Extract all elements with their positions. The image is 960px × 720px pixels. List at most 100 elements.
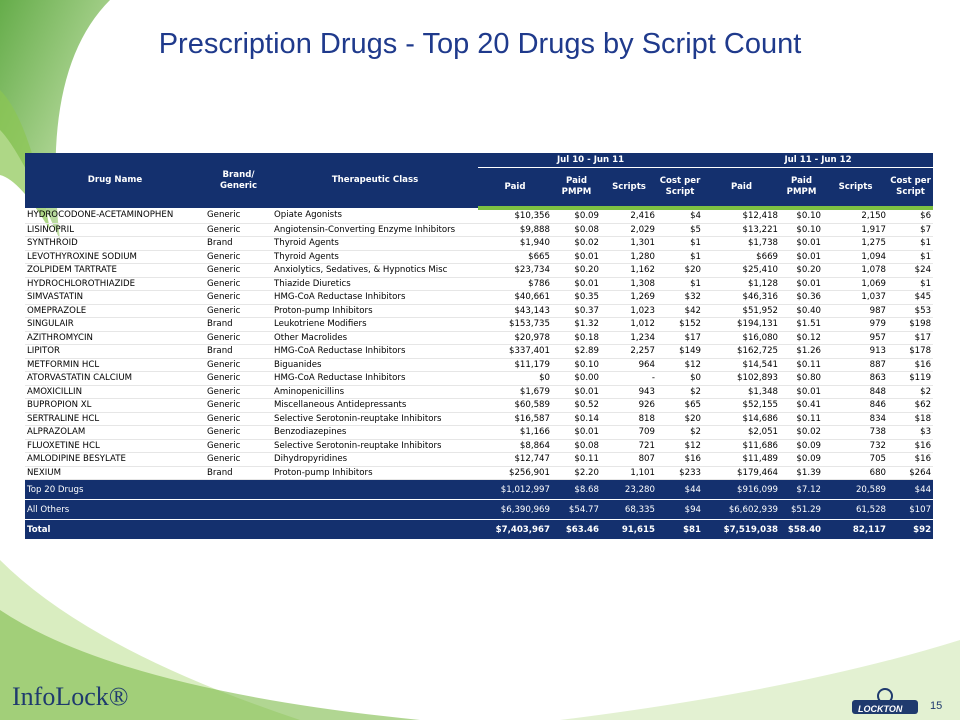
table-cell: $12: [657, 358, 704, 372]
table-body: HYDROCODONE-ACETAMINOPHEN Generic Opiate A…: [25, 208, 934, 540]
table-row: AMOXICILLIN Generic Aminopenicillins $1,679…: [25, 385, 934, 399]
table-cell: SERTRALINE HCL: [25, 412, 205, 426]
table-cell: $669: [703, 250, 781, 264]
partner-logo: LOCKTON: [858, 704, 903, 714]
table-row: HYDROCODONE-ACETAMINOPHEN Generic Opiate A…: [25, 208, 934, 224]
table-cell: $0.09: [780, 439, 824, 453]
summary-cell: $94: [657, 499, 704, 520]
table-cell: $42: [657, 304, 704, 318]
table-cell: Generic: [205, 398, 272, 413]
table-cell: AZITHROMYCIN: [25, 331, 205, 345]
group-header: Jul 10 - Jun 11: [478, 153, 704, 168]
table-row: SERTRALINE HCL Generic Selective Serotonin…: [25, 412, 934, 426]
table-cell: $12: [657, 439, 704, 453]
table-cell: $20,978: [478, 331, 552, 345]
table-cell: Brand: [205, 236, 272, 251]
table-cell: $1,128: [703, 277, 781, 291]
summary-cell: $58.40: [780, 519, 824, 540]
table-cell: 979: [823, 317, 889, 332]
table-cell: 1,275: [823, 236, 889, 251]
table-cell: $0.40: [780, 304, 824, 318]
table-cell: Thyroid Agents: [272, 250, 478, 264]
table-cell: 1,308: [601, 277, 657, 291]
table-cell: $14,541: [703, 358, 781, 372]
table-cell: $0.11: [780, 412, 824, 426]
table-cell: $0.01: [780, 250, 824, 264]
table-cell: 721: [601, 439, 657, 453]
column-header: Paid PMPM: [780, 167, 824, 210]
table-cell: $2,051: [703, 425, 781, 440]
summary-cell: $44: [657, 479, 704, 500]
table-cell: $337,401: [478, 344, 552, 359]
table-cell: $0.10: [780, 223, 824, 237]
table-row: FLUOXETINE HCL Generic Selective Serotonin…: [25, 439, 934, 453]
table-cell: $13,221: [703, 223, 781, 237]
table-cell: $12,418: [703, 208, 781, 224]
table-cell: Opiate Agonists: [272, 208, 478, 224]
table-cell: SYNTHROID: [25, 236, 205, 251]
table-cell: 2,150: [823, 208, 889, 224]
table-row: OMEPRAZOLE Generic Proton-pump Inhibitors $…: [25, 304, 934, 318]
table-cell: $119: [888, 371, 934, 386]
table-cell: $11,686: [703, 439, 781, 453]
table-cell: $153,735: [478, 317, 552, 332]
table-cell: $152: [657, 317, 704, 332]
summary-cell: $1,012,997: [478, 479, 552, 500]
drug-table: Drug Name Brand/ Generic Therapeutic Cla…: [25, 153, 934, 540]
column-header: Scripts: [601, 167, 657, 210]
table-cell: $162,725: [703, 344, 781, 359]
summary-row: Top 20 Drugs $1,012,997 $8.68 23,280 $44 $916…: [25, 479, 934, 500]
table-cell: $0.37: [552, 304, 601, 318]
table-cell: Brand: [205, 466, 272, 480]
table-cell: Generic: [205, 385, 272, 399]
table-cell: $194,131: [703, 317, 781, 332]
table-cell: $102,893: [703, 371, 781, 386]
summary-cell: $54.77: [552, 499, 601, 520]
table-cell: 680: [823, 466, 889, 480]
summary-cell: $44: [888, 479, 934, 500]
table-row: AZITHROMYCIN Generic Other Macrolides $20,9…: [25, 331, 934, 345]
table-cell: HMG-CoA Reductase Inhibitors: [272, 290, 478, 305]
table-cell: 1,023: [601, 304, 657, 318]
table-cell: $1,348: [703, 385, 781, 399]
table-cell: $0.10: [780, 208, 824, 224]
table-cell: $11,179: [478, 358, 552, 372]
table-cell: $2.20: [552, 466, 601, 480]
table-cell: Miscellaneous Antidepressants: [272, 398, 478, 413]
summary-label: All Others: [25, 499, 478, 520]
table-cell: $1: [657, 277, 704, 291]
page-number: 15: [930, 700, 943, 712]
table-cell: $43,143: [478, 304, 552, 318]
table-cell: $0.11: [552, 452, 601, 467]
table-cell: $25,410: [703, 263, 781, 278]
table-cell: $149: [657, 344, 704, 359]
table-cell: 1,280: [601, 250, 657, 264]
table-cell: METFORMIN HCL: [25, 358, 205, 372]
table-cell: $0.41: [780, 398, 824, 413]
table-row: SIMVASTATIN Generic HMG-CoA Reductase Inhi…: [25, 290, 934, 305]
table-cell: $0.10: [552, 358, 601, 372]
table-cell: $60,589: [478, 398, 552, 413]
summary-cell: $916,099: [703, 479, 781, 500]
table-cell: $0.01: [780, 277, 824, 291]
table-cell: $32: [657, 290, 704, 305]
table-cell: FLUOXETINE HCL: [25, 439, 205, 453]
table-cell: $264: [888, 466, 934, 480]
table-cell: 2,029: [601, 223, 657, 237]
table-cell: 1,269: [601, 290, 657, 305]
table-cell: 1,234: [601, 331, 657, 345]
table-cell: OMEPRAZOLE: [25, 304, 205, 318]
table-cell: 848: [823, 385, 889, 399]
table-cell: LISINOPRIL: [25, 223, 205, 237]
table-cell: Generic: [205, 439, 272, 453]
table-cell: $10,356: [478, 208, 552, 224]
table-row: LISINOPRIL Generic Angiotensin-Converting …: [25, 223, 934, 237]
table-cell: 732: [823, 439, 889, 453]
table-cell: 834: [823, 412, 889, 426]
table-cell: HYDROCODONE-ACETAMINOPHEN: [25, 208, 205, 224]
table-cell: $0.08: [552, 439, 601, 453]
table-cell: ALPRAZOLAM: [25, 425, 205, 440]
table-cell: $0.01: [552, 250, 601, 264]
table-row: ALPRAZOLAM Generic Benzodiazepines $1,166 $0…: [25, 425, 934, 440]
column-header: Scripts: [823, 167, 889, 210]
